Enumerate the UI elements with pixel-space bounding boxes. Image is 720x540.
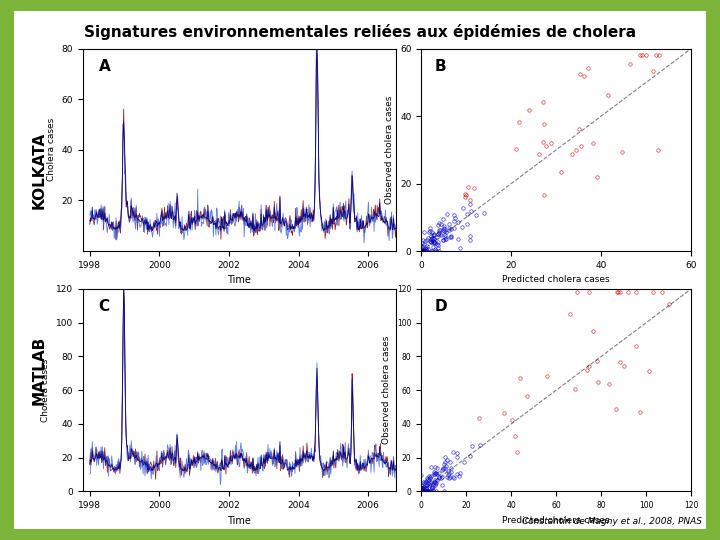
Y-axis label: Cholera cases: Cholera cases: [47, 118, 56, 181]
X-axis label: Time: Time: [228, 275, 251, 285]
X-axis label: Predicted cholera cases: Predicted cholera cases: [503, 516, 610, 525]
Text: C: C: [99, 299, 109, 314]
X-axis label: Time: Time: [228, 516, 251, 525]
Y-axis label: Cholera cases: Cholera cases: [41, 359, 50, 422]
Text: MATLAB: MATLAB: [32, 335, 47, 404]
Text: Signatures environnementales reliées aux épidémies de cholera: Signatures environnementales reliées aux…: [84, 24, 636, 40]
Text: Constantin de Magny et al., 2008, PNAS: Constantin de Magny et al., 2008, PNAS: [522, 517, 702, 526]
Text: D: D: [435, 299, 447, 314]
Text: KOLKATA: KOLKATA: [32, 131, 47, 209]
Text: A: A: [99, 59, 110, 74]
Text: B: B: [435, 59, 446, 74]
X-axis label: Predicted cholera cases: Predicted cholera cases: [503, 275, 610, 285]
Y-axis label: Observed cholera cases: Observed cholera cases: [382, 336, 392, 444]
Y-axis label: Observed cholera cases: Observed cholera cases: [385, 96, 395, 204]
